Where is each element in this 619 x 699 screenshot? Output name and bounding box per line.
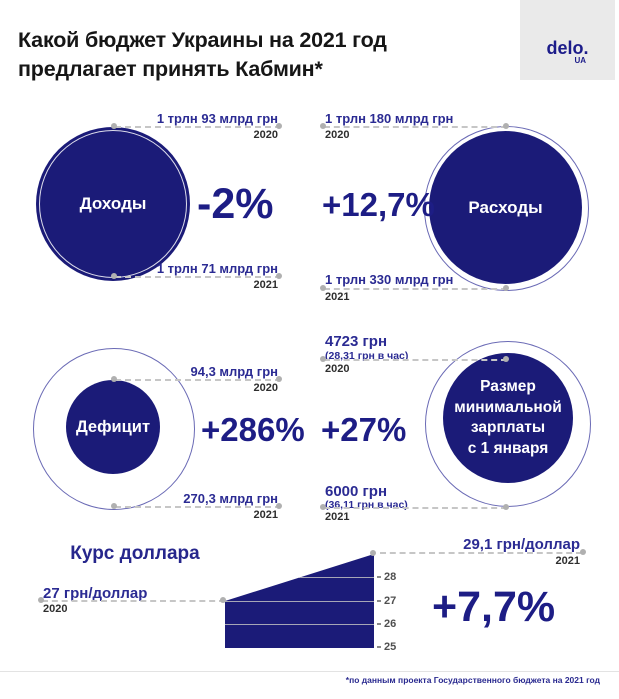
- incomes-connector-2021: [115, 276, 281, 278]
- dollar-connector-2020: [42, 600, 225, 602]
- minwage-connector-2020: [324, 359, 507, 361]
- expenses-label: Расходы: [468, 197, 543, 217]
- incomes-dot-circle-2021: [111, 273, 117, 279]
- minwage-year-2020: 2020: [325, 363, 350, 375]
- incomes-dot-label-2021: [276, 273, 282, 279]
- deficit-dot-label-2020: [276, 376, 282, 382]
- expenses-value-2021: 1 трлн 330 млрд грн: [325, 272, 454, 287]
- expenses-year-2021: 2021: [325, 291, 350, 303]
- dollar-dot-label-2021: [580, 549, 586, 555]
- minwage-value-2020: 4723 грн: [325, 333, 388, 350]
- dollar-connector-2021: [380, 552, 582, 554]
- tick-label-26: 26: [384, 618, 397, 630]
- page-title-line2: предлагает принять Кабмин*: [18, 57, 323, 81]
- expenses-dot-label-2020: [320, 123, 326, 129]
- logo-sub: UA: [574, 56, 586, 65]
- incomes-circle: Доходы: [36, 127, 190, 281]
- dollar-area-chart: [225, 554, 374, 648]
- page-title: Какой бюджет Украины на 2021 год предлаг…: [18, 26, 387, 84]
- expenses-year-2020: 2020: [325, 129, 350, 141]
- tick-mark-25: [377, 646, 381, 648]
- deficit-connector-2020: [115, 379, 281, 381]
- minwage-connector-2021: [324, 507, 507, 509]
- dollar-change: +7,7%: [432, 583, 556, 631]
- page-title-line1: Какой бюджет Украины на 2021 год: [18, 28, 387, 52]
- deficit-connector-2021: [115, 506, 281, 508]
- expenses-change: +12,7%: [322, 186, 435, 223]
- tick-mark-27: [377, 600, 381, 602]
- deficit-ring-2021: [33, 348, 195, 510]
- minwage-dot-label-2021: [320, 504, 326, 510]
- footer-divider: [0, 671, 619, 672]
- minwage-dot-label-2020: [320, 356, 326, 362]
- gridline-26: [225, 624, 374, 625]
- expenses-circle: Расходы: [429, 131, 582, 284]
- expenses-dot-circle-2020: [503, 123, 509, 129]
- minwage-label-line3: зарплаты: [470, 419, 546, 436]
- expenses-connector-2020: [324, 126, 507, 128]
- deficit-label: Дефицит: [75, 417, 151, 436]
- dollar-title: Курс доллара: [70, 543, 200, 564]
- expenses-dot-label-2021: [320, 285, 326, 291]
- minwage-year-2021: 2021: [325, 511, 350, 523]
- incomes-connector-2020: [115, 126, 281, 128]
- deficit-dot-label-2021: [276, 503, 282, 509]
- incomes-year-2020: 2020: [253, 129, 278, 141]
- minwage-change: +27%: [321, 411, 407, 448]
- minwage-label: Размер минимальной зарплаты с 1 января: [454, 377, 562, 459]
- tick-label-25: 25: [384, 641, 397, 653]
- incomes-year-2021: 2021: [253, 279, 278, 291]
- dollar-dot-wedge-2020: [220, 597, 226, 603]
- deficit-circle: Дефицит: [66, 380, 160, 474]
- dollar-value-2020: 27 грн/доллар: [43, 585, 148, 602]
- logo-text: delo.: [546, 38, 589, 58]
- deficit-change: +286%: [201, 411, 305, 448]
- minwage-value-2021: 6000 грн: [325, 483, 388, 500]
- minwage-hourly-2021: (36,11 грн в час): [325, 499, 408, 511]
- deficit-value-2020: 94,3 млрд грн: [190, 364, 278, 379]
- dollar-year-2021: 2021: [555, 555, 580, 567]
- incomes-dot-label-2020: [276, 123, 282, 129]
- footer-note: *по данным проекта Государственного бюдж…: [345, 675, 600, 685]
- deficit-value-2021: 270,3 млрд грн: [183, 491, 278, 506]
- incomes-change: -2%: [197, 180, 274, 228]
- expenses-connector-2021: [324, 288, 507, 290]
- minwage-label-line1: Размер: [480, 378, 536, 395]
- minwage-circle: Размер минимальной зарплаты с 1 января: [443, 353, 573, 483]
- dollar-value-2021: 29,1 грн/доллар: [463, 536, 580, 553]
- gridline-28: [225, 577, 374, 578]
- deficit-year-2020: 2020: [253, 382, 278, 394]
- expenses-value-2020: 1 трлн 180 млрд грн: [325, 111, 454, 126]
- tick-mark-26: [377, 623, 381, 625]
- minwage-dot-circle-2020: [503, 356, 509, 362]
- logo: delo. UA: [520, 0, 615, 80]
- dollar-year-2020: 2020: [43, 603, 68, 615]
- dollar-dot-wedge-2021: [370, 550, 376, 556]
- expenses-dot-circle-2021: [503, 285, 509, 291]
- tick-label-27: 27: [384, 595, 397, 607]
- gridline-27: [225, 601, 374, 602]
- incomes-dot-circle-2020: [111, 123, 117, 129]
- tick-mark-28: [377, 576, 381, 578]
- tick-label-28: 28: [384, 571, 397, 583]
- minwage-label-line2: минимальной: [454, 398, 562, 416]
- incomes-circle-ring-2021: [39, 130, 187, 278]
- incomes-value-2021: 1 трлн 71 млрд грн: [156, 261, 278, 276]
- deficit-year-2021: 2021: [253, 509, 278, 521]
- minwage-dot-circle-2021: [503, 504, 509, 510]
- incomes-value-2020: 1 трлн 93 млрд грн: [156, 111, 278, 126]
- deficit-dot-circle-2021: [111, 503, 117, 509]
- dollar-dot-label-2020: [38, 597, 44, 603]
- deficit-dot-circle-2020: [111, 376, 117, 382]
- minwage-label-line4: с 1 января: [467, 439, 549, 457]
